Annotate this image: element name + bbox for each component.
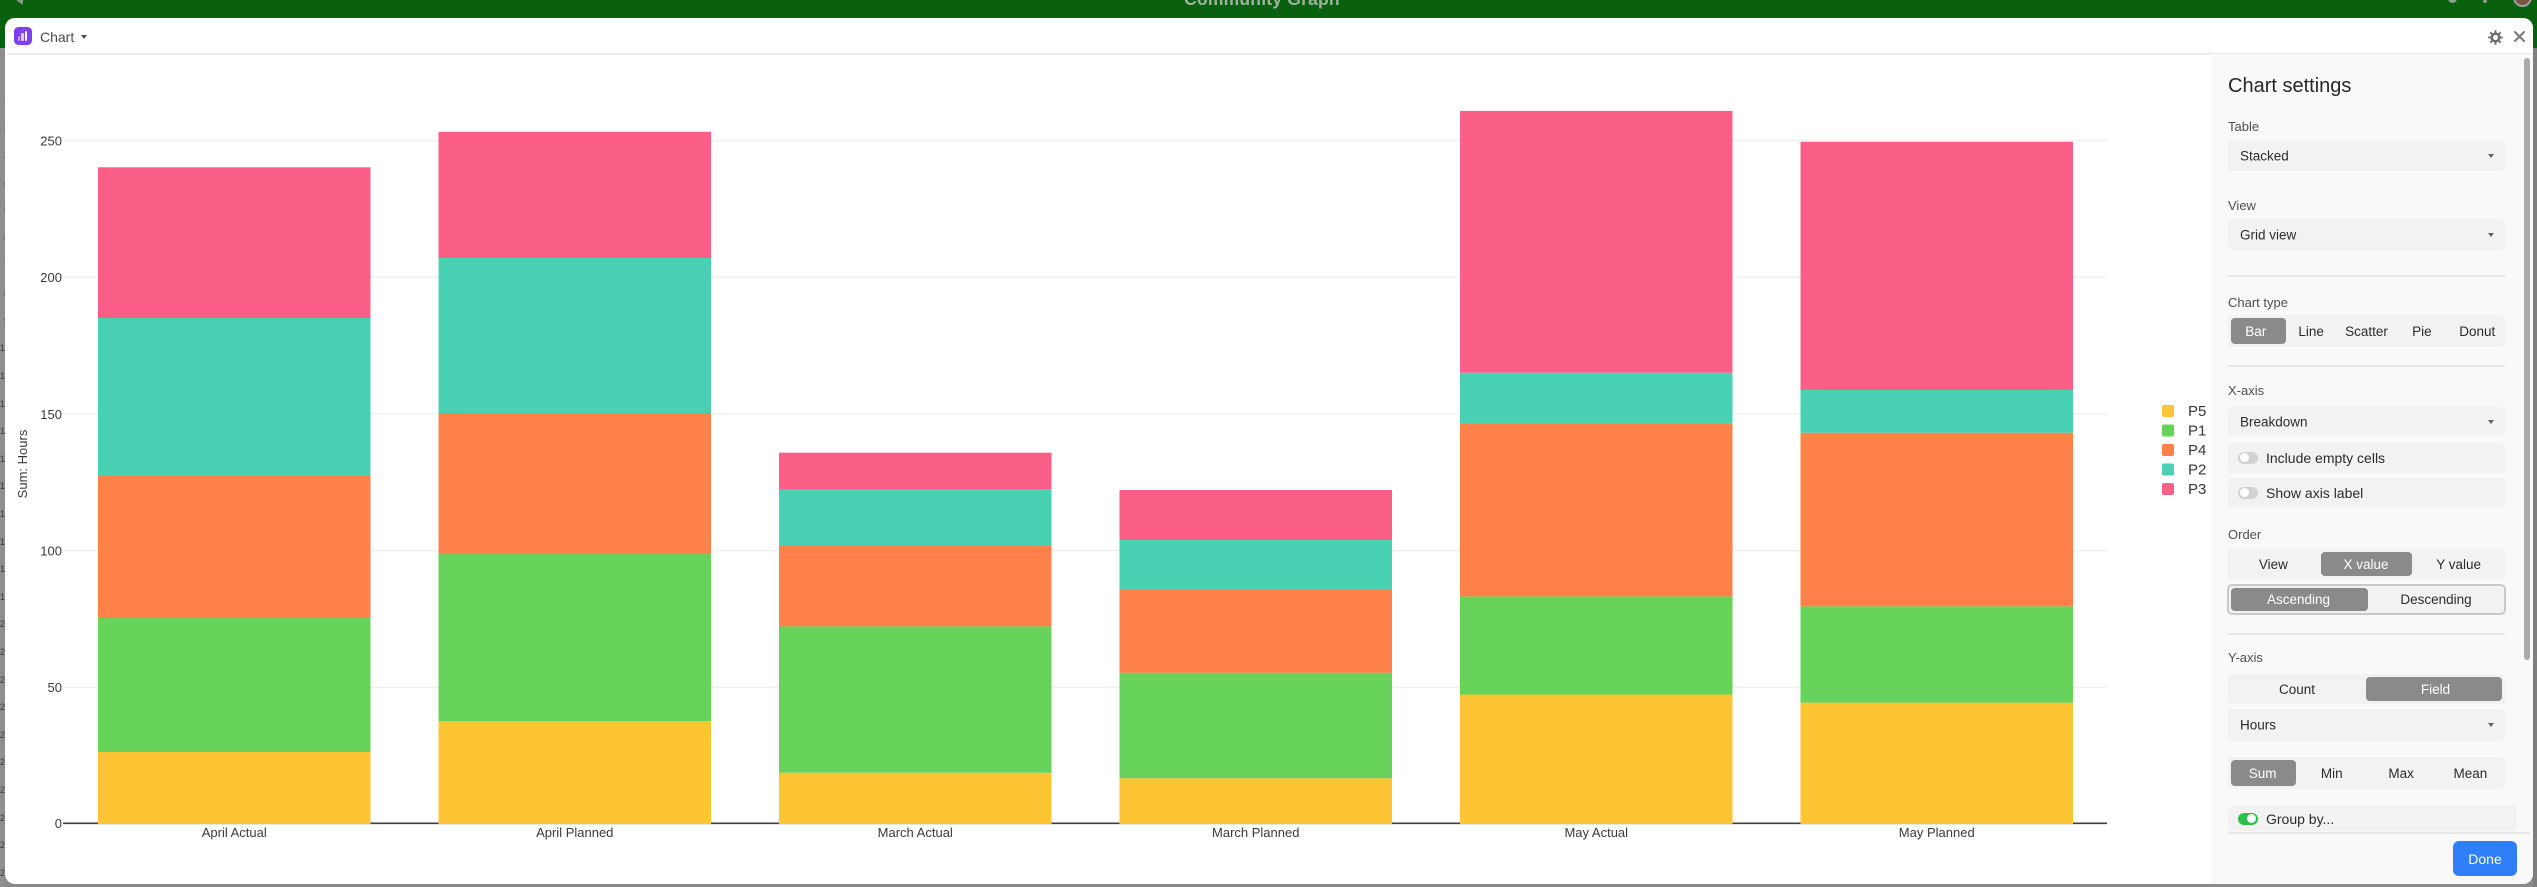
- svg-text:April Planned: April Planned: [536, 825, 613, 840]
- svg-text:150: 150: [40, 407, 62, 422]
- svg-text:250: 250: [40, 133, 62, 148]
- svg-text:200: 200: [40, 270, 62, 285]
- svg-text:100: 100: [40, 544, 62, 559]
- svg-text:50: 50: [48, 680, 62, 695]
- svg-text:P4: P4: [2188, 442, 2206, 459]
- svg-text:0: 0: [55, 816, 62, 831]
- svg-text:March Planned: March Planned: [1212, 825, 1299, 840]
- svg-text:Sum: Hours: Sum: Hours: [15, 429, 30, 498]
- svg-text:P2: P2: [2188, 462, 2206, 479]
- svg-text:May Planned: May Planned: [1899, 825, 1975, 840]
- svg-text:P1: P1: [2188, 423, 2206, 440]
- svg-text:P3: P3: [2188, 481, 2206, 498]
- svg-text:P5: P5: [2188, 403, 2206, 420]
- svg-text:May Actual: May Actual: [1564, 825, 1628, 840]
- svg-text:March Actual: March Actual: [878, 825, 953, 840]
- svg-text:April Actual: April Actual: [202, 825, 267, 840]
